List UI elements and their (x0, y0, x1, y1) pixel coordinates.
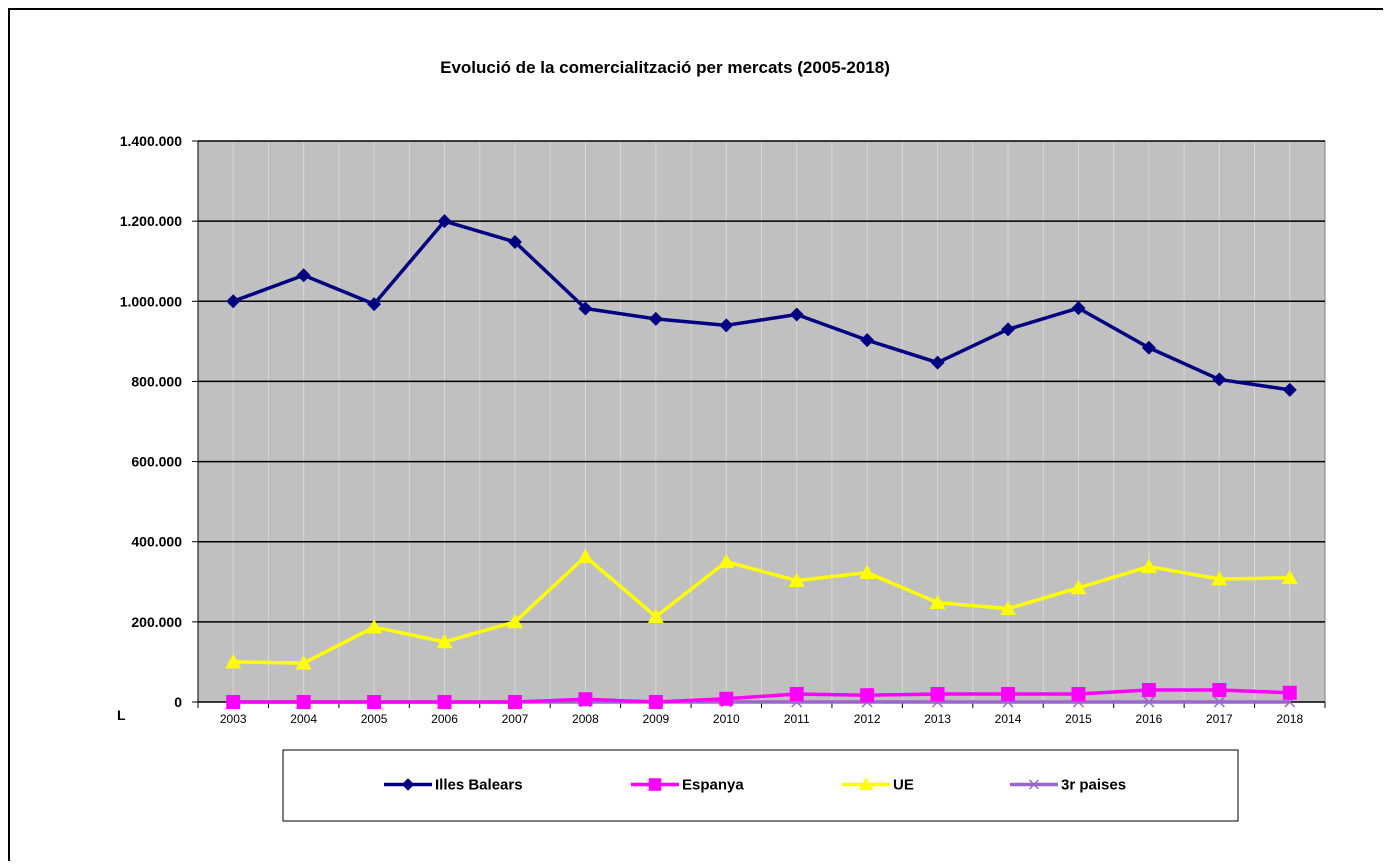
data-point-espanya (860, 688, 875, 703)
x-tick-label: 2004 (290, 712, 317, 726)
legend-label-illes-balears: Illes Balears (435, 777, 523, 794)
legend-marker-ue (858, 777, 874, 791)
y-tick-label: 200.000 (131, 614, 182, 630)
data-point-illes-balears (1141, 340, 1156, 355)
data-point-ue (647, 608, 664, 624)
legend-label-ue: UE (893, 777, 914, 794)
y-tick-label: 600.000 (131, 454, 182, 470)
data-point-espanya (789, 686, 804, 701)
data-point-ue (1070, 579, 1087, 595)
legend-marker-illes-balears (401, 778, 415, 791)
data-point-illes-balears (507, 234, 522, 249)
y-tick-label: 1.000.000 (120, 293, 182, 309)
data-point-3r-paises (1143, 696, 1155, 708)
y-tick-label: 400.000 (131, 534, 182, 550)
data-point-espanya (1141, 682, 1156, 697)
data-point-espanya (296, 695, 311, 709)
data-point-ue (225, 653, 242, 669)
data-point-ue (1140, 558, 1157, 573)
legend-marker-3r-paises (1028, 779, 1040, 790)
x-tick-label: 2005 (361, 712, 388, 726)
y-tick-label: 1.400.000 (120, 133, 182, 149)
y-tick-label: 800.000 (131, 373, 182, 389)
data-point-illes-balears (719, 318, 734, 333)
data-point-ue (436, 633, 453, 649)
data-point-espanya (1282, 685, 1297, 700)
legend-marker-espanya (648, 778, 662, 791)
data-point-espanya (648, 695, 663, 709)
data-point-ue (929, 594, 946, 610)
x-tick-label: 2012 (854, 712, 881, 726)
data-point-illes-balears (1071, 301, 1086, 316)
x-tick-label: 2009 (642, 712, 669, 726)
legend-label-3r-paises: 3r paises (1061, 777, 1126, 794)
data-point-illes-balears (930, 355, 945, 370)
x-tick-label: 2015 (1065, 712, 1092, 726)
y-tick-label: 1.200.000 (120, 213, 182, 229)
data-point-ue (1211, 570, 1228, 586)
data-point-illes-balears (1212, 372, 1227, 387)
data-point-illes-balears (1282, 382, 1297, 397)
x-tick-label: 2007 (502, 712, 529, 726)
y-tick-label: 0 (174, 694, 182, 710)
data-point-espanya (367, 695, 382, 709)
data-point-espanya (437, 695, 452, 709)
y-unit-label: L (117, 707, 126, 723)
x-tick-label: 2017 (1206, 712, 1233, 726)
data-point-ue (506, 613, 523, 629)
data-point-ue (718, 553, 735, 569)
x-tick-label: 2006 (431, 712, 458, 726)
legend-label-espanya: Espanya (682, 777, 744, 794)
x-tick-label: 2008 (572, 712, 599, 726)
legend (282, 749, 1239, 822)
x-tick-label: 2013 (924, 712, 951, 726)
data-point-espanya (1212, 682, 1227, 697)
series-line-espanya (233, 688, 1290, 704)
data-point-ue (577, 548, 594, 563)
x-tick-label: 2011 (784, 712, 810, 726)
data-point-illes-balears (1001, 322, 1016, 337)
x-tick-label: 2014 (995, 712, 1022, 726)
data-point-espanya (1071, 686, 1086, 701)
data-point-illes-balears (860, 333, 875, 348)
data-point-illes-balears (578, 301, 593, 316)
x-tick-label: 2018 (1276, 712, 1303, 726)
data-point-espanya (507, 695, 522, 709)
data-point-ue (1281, 569, 1298, 585)
data-point-espanya (226, 695, 241, 709)
data-point-ue (366, 619, 383, 634)
chart-title: Evolució de la comercialització per merc… (440, 58, 890, 77)
data-point-espanya (719, 691, 734, 706)
data-point-ue (1000, 600, 1017, 616)
data-point-illes-balears (648, 311, 663, 326)
series-line-ue (233, 554, 1290, 665)
data-point-3r-paises (1213, 696, 1225, 708)
data-point-ue (295, 655, 312, 670)
data-point-espanya (578, 692, 593, 707)
series-line-illes-balears (232, 219, 1291, 392)
x-tick-label: 2003 (220, 712, 247, 726)
data-point-ue (788, 572, 805, 587)
data-point-illes-balears (437, 214, 452, 229)
data-point-illes-balears (367, 297, 382, 312)
data-point-illes-balears (226, 294, 241, 309)
data-point-espanya (1001, 686, 1016, 701)
data-point-espanya (930, 686, 945, 701)
x-tick-label: 2016 (1136, 712, 1163, 726)
data-point-ue (859, 564, 876, 579)
data-point-illes-balears (789, 307, 804, 322)
x-tick-label: 2010 (713, 712, 740, 726)
data-point-illes-balears (296, 268, 311, 283)
